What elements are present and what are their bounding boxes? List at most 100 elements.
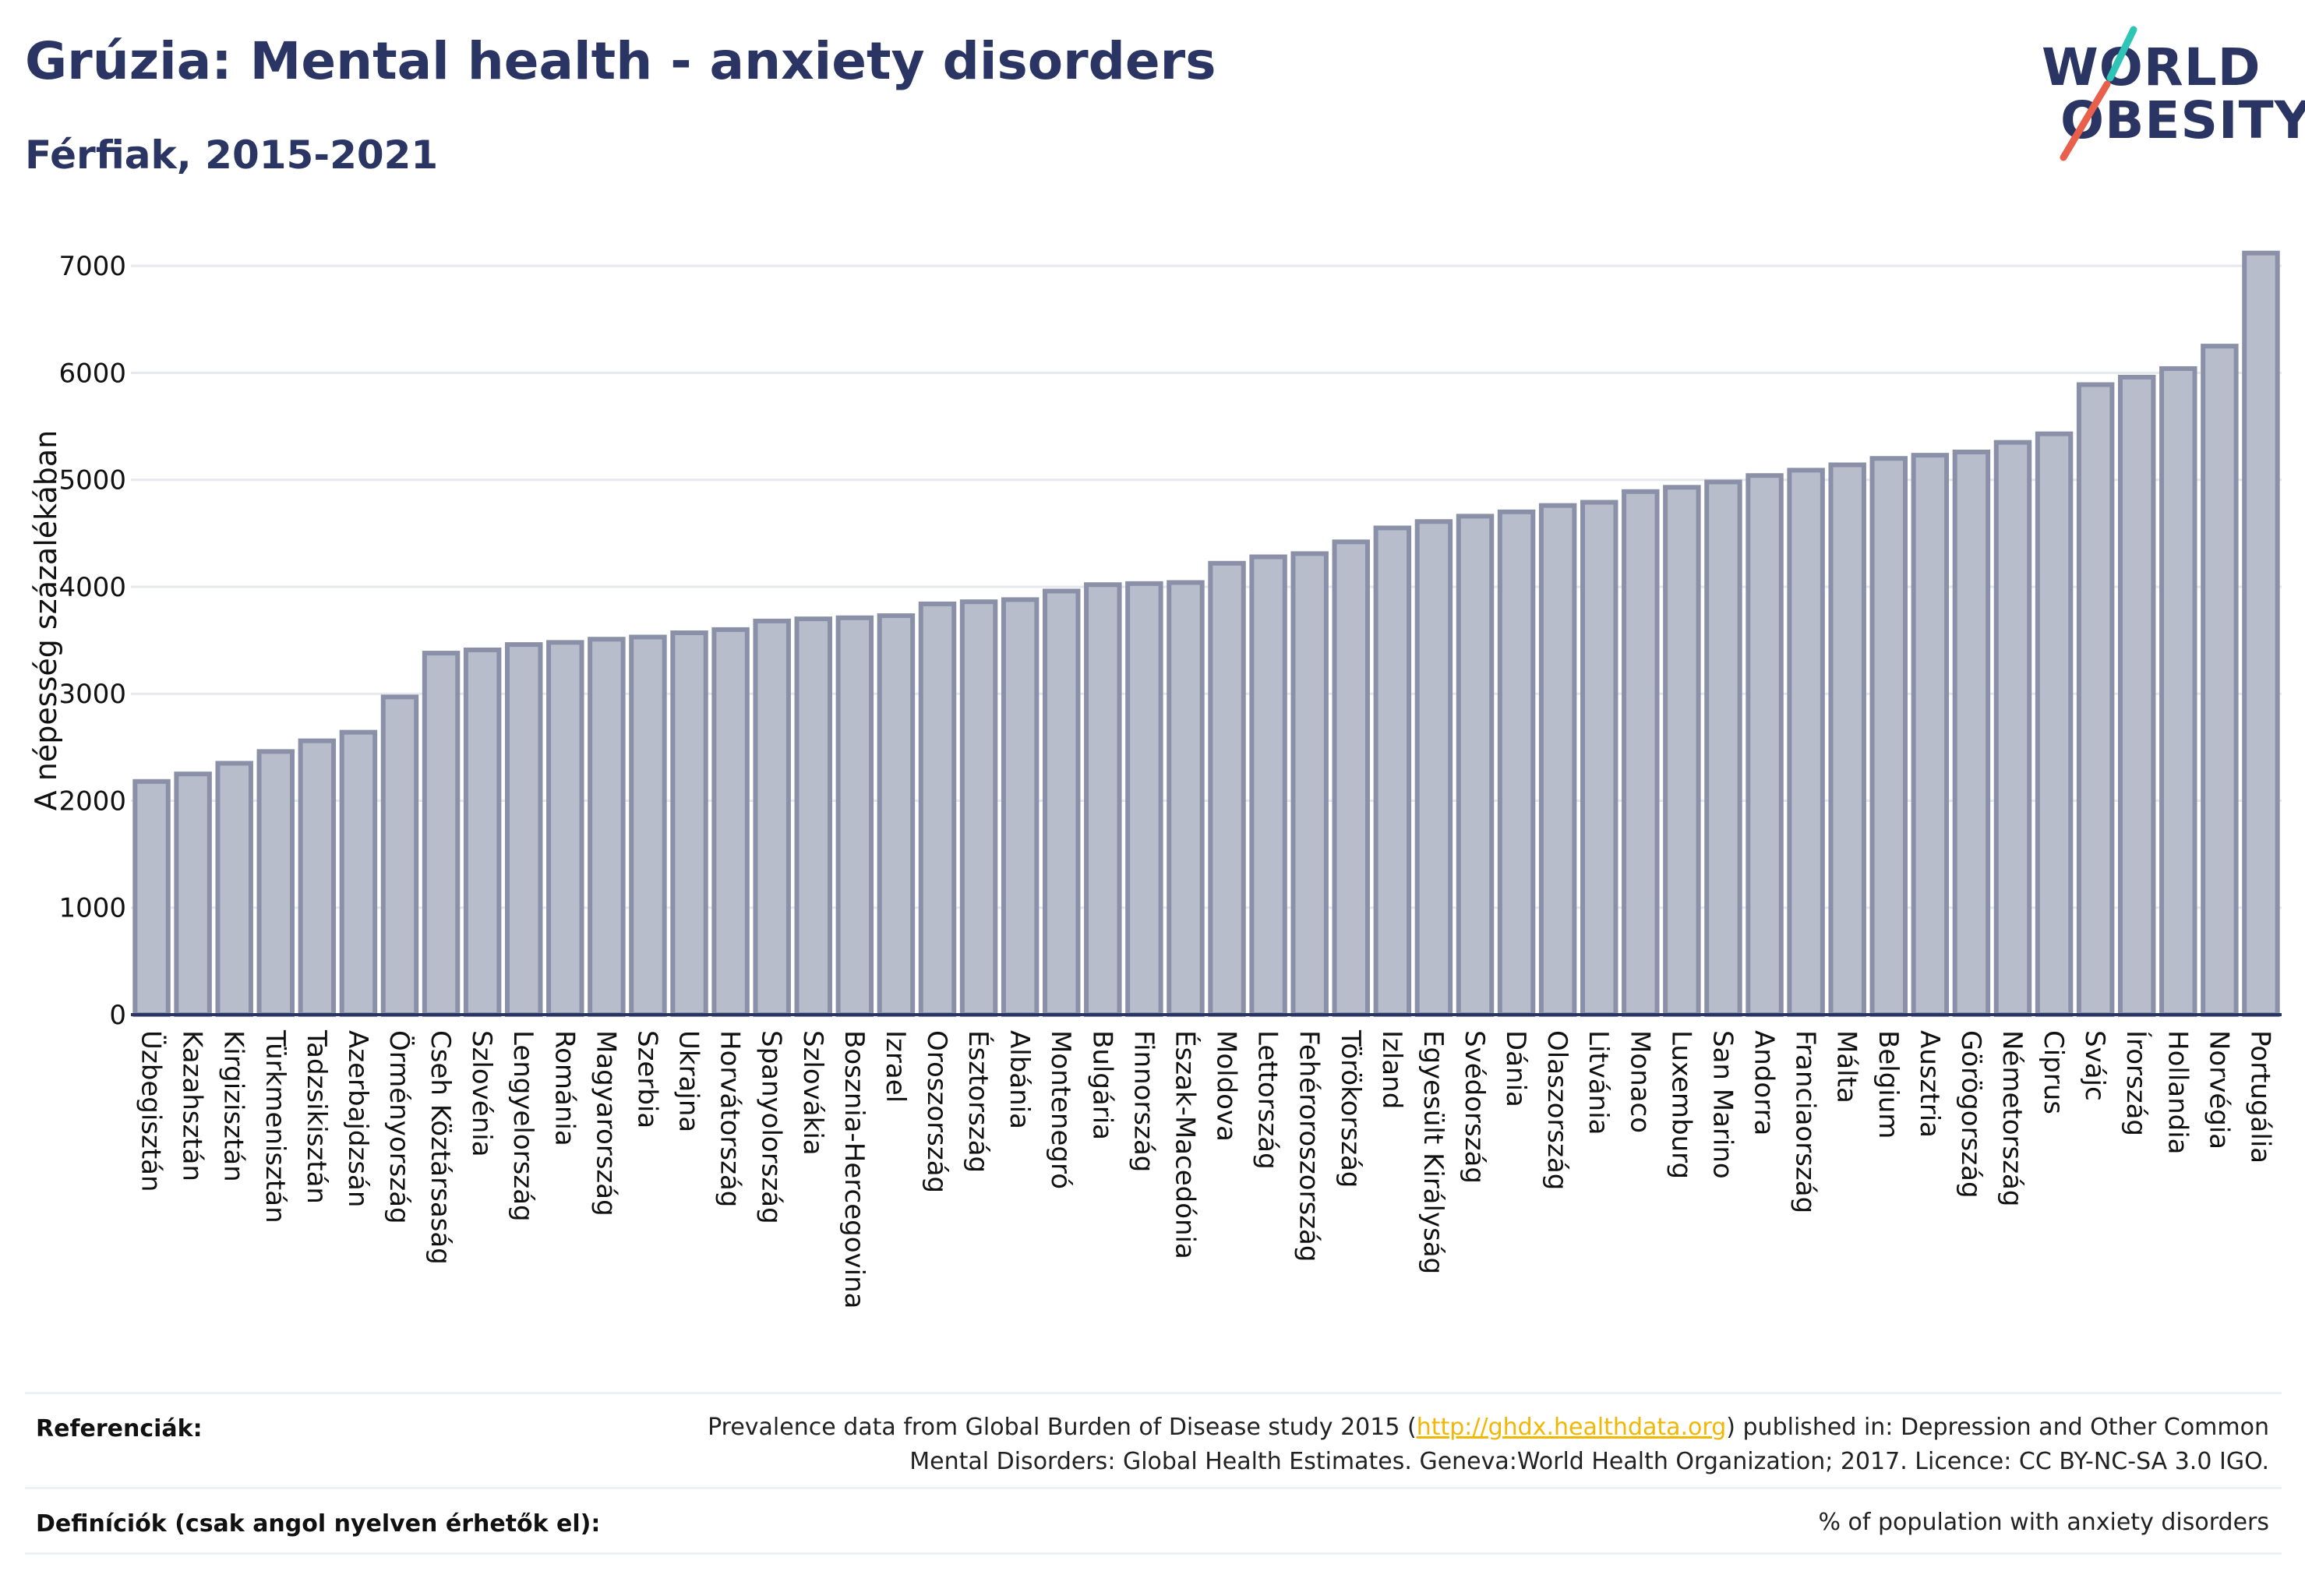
- bar: [174, 772, 212, 1017]
- x-tick-label: Magyarország: [590, 1030, 621, 1216]
- bar: [2201, 344, 2239, 1017]
- definitions-text: % of population with anxiety disorders: [1818, 1509, 2269, 1536]
- x-tick-label: Szlovákia: [797, 1030, 828, 1156]
- y-tick-label: 2000: [58, 786, 126, 817]
- x-tick-label: Ciprus: [2038, 1030, 2069, 1114]
- bar: [380, 694, 419, 1017]
- bar: [339, 729, 378, 1017]
- bar: [2159, 365, 2197, 1017]
- bar: [670, 630, 708, 1017]
- y-tick-label: 7000: [58, 251, 126, 282]
- bar: [1663, 485, 1701, 1017]
- x-tick-label: Törökország: [1335, 1029, 1366, 1188]
- references-text-line2: Mental Disorders: Global Health Estimate…: [909, 1448, 2269, 1475]
- x-tick-label: Luxemburg: [1665, 1030, 1696, 1179]
- chart-subtitle: Férfiak, 2015-2021: [25, 132, 439, 178]
- x-tick-label: Kazahsztán: [177, 1030, 208, 1181]
- world-obesity-logo: WORLD OBESITY: [2026, 23, 2305, 164]
- bar: [546, 640, 584, 1017]
- bar: [1414, 519, 1453, 1017]
- bar: [918, 601, 957, 1017]
- x-tick-label: Azerbajdzsán: [342, 1030, 373, 1207]
- bar: [1869, 456, 1908, 1017]
- bar: [1373, 525, 1412, 1017]
- x-tick-label: Lengyelország: [507, 1030, 538, 1222]
- bar: [2076, 382, 2115, 1017]
- x-tick-label: Hollandia: [2162, 1030, 2193, 1155]
- x-tick-label: Finnország: [1128, 1030, 1159, 1172]
- footer-divider-bottom: [25, 1552, 2282, 1555]
- x-tick-label: Bulgária: [1086, 1030, 1117, 1140]
- bar-chart: 0 1000 2000 3000 4000 5000 6000 7000 A népesség …: [29, 250, 2282, 1308]
- bar: [132, 779, 171, 1017]
- bar: [794, 616, 832, 1017]
- x-tick-label: Ausztria: [1914, 1030, 1945, 1138]
- x-tick-label: Litvánia: [1583, 1030, 1614, 1135]
- x-tick-label: Egyesült Királyság: [1417, 1030, 1449, 1274]
- bar: [1828, 462, 1866, 1017]
- y-tick-label: 5000: [58, 465, 126, 496]
- x-tick-label: Monaco: [1624, 1030, 1655, 1133]
- references-link[interactable]: http://ghdx.healthdata.org: [1416, 1414, 1727, 1441]
- bar: [1746, 473, 1784, 1017]
- x-tick-label: Üzbegisztán: [136, 1030, 168, 1192]
- bar: [1084, 582, 1122, 1017]
- bar: [1993, 440, 2032, 1017]
- bar: [1167, 580, 1205, 1017]
- y-axis-label: A népesség százalékában: [29, 430, 63, 811]
- x-tick-label: Fehéroroszország: [1294, 1030, 1325, 1262]
- bar: [1001, 597, 1040, 1017]
- y-tick-label: 4000: [58, 572, 126, 603]
- definitions-label: Definíciók (csak angol nyelven érhetők e…: [36, 1510, 601, 1538]
- bar: [1952, 450, 1991, 1017]
- bar: [1125, 581, 1163, 1017]
- bar: [959, 599, 998, 1017]
- bar: [1456, 514, 1495, 1017]
- x-tick-label: Ukrajna: [673, 1030, 704, 1132]
- x-tick-label: Szlovénia: [466, 1030, 497, 1157]
- bar: [1043, 588, 1081, 1017]
- bar: [1290, 551, 1329, 1017]
- bar: [711, 627, 750, 1018]
- bar: [2035, 431, 2074, 1017]
- bar: [1622, 489, 1660, 1017]
- bar: [1704, 479, 1742, 1017]
- x-tick-label: Portugália: [2244, 1030, 2275, 1163]
- x-tick-label: Málta: [1831, 1030, 1862, 1103]
- x-tick-label: Németország: [1996, 1030, 2028, 1206]
- bar: [1208, 560, 1246, 1017]
- bar: [2242, 250, 2280, 1017]
- x-tick-label: Horvátország: [715, 1030, 746, 1207]
- x-tick-label: Görögország: [1955, 1030, 1986, 1199]
- x-tick-label: Szerbia: [631, 1030, 662, 1128]
- y-tick-label: 3000: [58, 679, 126, 710]
- y-tick-label: 1000: [58, 893, 126, 924]
- x-tick-label: Kirgizisztán: [218, 1030, 249, 1182]
- logo-text-line1: WORLD: [2042, 37, 2261, 97]
- bar: [753, 618, 791, 1017]
- bar: [1332, 539, 1370, 1017]
- bar: [298, 738, 337, 1017]
- bar: [1538, 503, 1577, 1017]
- bar: [1497, 509, 1536, 1017]
- x-tick-label: Cseh Köztársaság: [425, 1030, 456, 1265]
- bar: [2118, 374, 2156, 1017]
- y-tick-label: 0: [109, 1000, 126, 1031]
- x-tick-label: San Marino: [1707, 1030, 1738, 1179]
- x-tick-label: Norvégia: [2203, 1030, 2234, 1149]
- footer-divider-top: [25, 1392, 2282, 1394]
- x-tick-label: Izrael: [880, 1030, 911, 1103]
- x-tick-label: Belgium: [1873, 1030, 1904, 1139]
- x-tick-label: Izland: [1376, 1030, 1407, 1109]
- bar: [256, 749, 295, 1017]
- bar: [505, 642, 543, 1018]
- logo-slash-icon: [2060, 26, 2137, 161]
- x-tick-label: Bosznia-Hercegovina: [838, 1030, 870, 1308]
- x-tick-label: Dánia: [1500, 1030, 1531, 1107]
- bar: [1911, 453, 1950, 1017]
- x-tick-label: Türkmenisztán: [259, 1029, 291, 1223]
- x-tick-label: Montenegró: [1045, 1030, 1076, 1189]
- x-tick-label: Oroszország: [921, 1030, 952, 1193]
- x-tick-label: Örményország: [383, 1030, 415, 1224]
- x-tick-label: Románia: [549, 1030, 580, 1146]
